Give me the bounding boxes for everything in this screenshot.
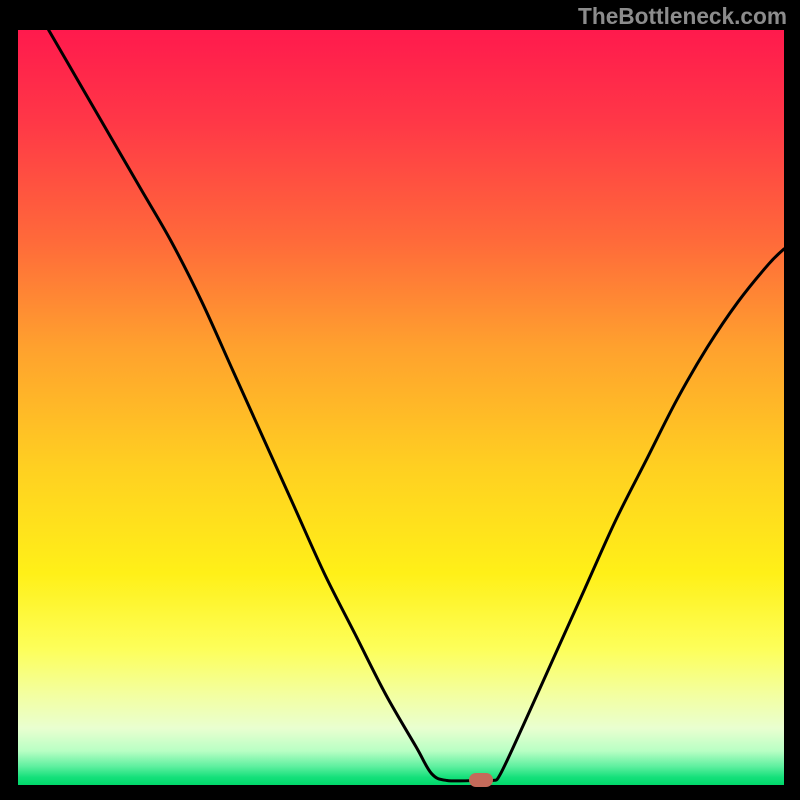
chart-gradient-background (18, 30, 784, 785)
watermark-text: TheBottleneck.com (578, 3, 787, 30)
bottleneck-heatmap-chart (18, 30, 784, 785)
optimal-point-marker (469, 773, 493, 787)
